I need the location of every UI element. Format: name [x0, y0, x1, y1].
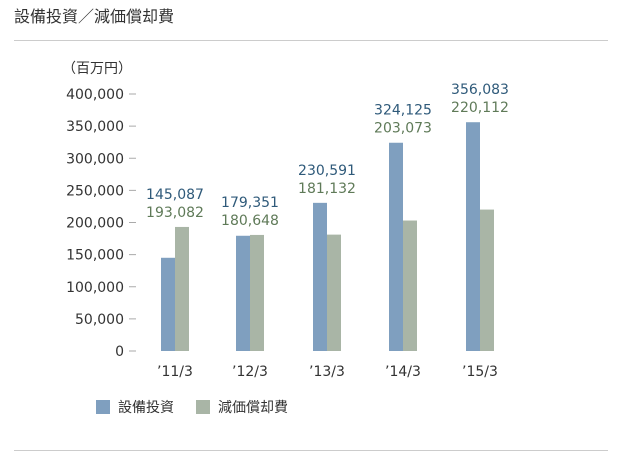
- bar-capex: [161, 257, 175, 351]
- data-label-capex: 356,083: [451, 82, 509, 98]
- data-label-depreciation: 180,648: [221, 213, 279, 229]
- data-label-capex: 324,125: [374, 103, 432, 119]
- data-label-capex: 145,087: [146, 187, 204, 203]
- y-tick-label: 50,000: [75, 312, 124, 328]
- y-tick-label: 150,000: [66, 248, 124, 264]
- unit-label: （百万円）: [62, 61, 132, 77]
- x-tick-label: ’14/3: [385, 364, 421, 380]
- x-tick-label: ’11/3: [157, 364, 193, 380]
- bottom-divider: [14, 450, 608, 451]
- title-divider: [14, 40, 608, 41]
- bar-capex: [389, 142, 403, 351]
- x-tick-label: ’13/3: [309, 364, 345, 380]
- legend-label-capex: 設備投資: [118, 400, 174, 416]
- data-label-depreciation: 203,073: [374, 121, 432, 137]
- legend-label-depreciation: 減価償却費: [218, 400, 288, 416]
- data-label-capex: 230,591: [298, 163, 356, 179]
- y-tick-label: 300,000: [66, 151, 124, 167]
- y-tick-label: 200,000: [66, 216, 124, 232]
- bar-depreciation: [327, 234, 341, 351]
- y-tick-label: 100,000: [66, 280, 124, 296]
- bar-capex: [313, 202, 327, 351]
- bar-capex: [466, 122, 480, 351]
- y-tick-label: 250,000: [66, 183, 124, 199]
- y-tick-label: 0: [115, 344, 124, 360]
- legend-swatch-capex: [96, 400, 110, 414]
- x-tick-label: ’12/3: [232, 364, 268, 380]
- bar-chart: （百万円） 400,000 350,000 300,000 250,000 200,00…: [62, 61, 509, 380]
- y-tick-label: 400,000: [66, 87, 124, 103]
- bar-capex: [236, 235, 250, 351]
- legend-item-depreciation: 減価償却費: [196, 397, 288, 417]
- x-tick-label: ’15/3: [462, 364, 498, 380]
- data-label-depreciation: 181,132: [298, 181, 356, 197]
- legend-item-capex: 設備投資: [96, 397, 174, 417]
- data-label-depreciation: 193,082: [146, 205, 204, 221]
- data-label-depreciation: 220,112: [451, 100, 509, 116]
- y-tick-label: 350,000: [66, 119, 124, 135]
- legend-swatch-depreciation: [196, 400, 210, 414]
- bar-depreciation: [403, 220, 417, 351]
- bar-depreciation: [480, 209, 494, 351]
- bar-depreciation: [250, 234, 264, 351]
- bar-depreciation: [175, 226, 189, 351]
- data-label-capex: 179,351: [221, 195, 279, 211]
- chart-legend: 設備投資 減価償却費: [96, 397, 310, 417]
- page-title: 設備投資／減価償却費: [14, 7, 175, 26]
